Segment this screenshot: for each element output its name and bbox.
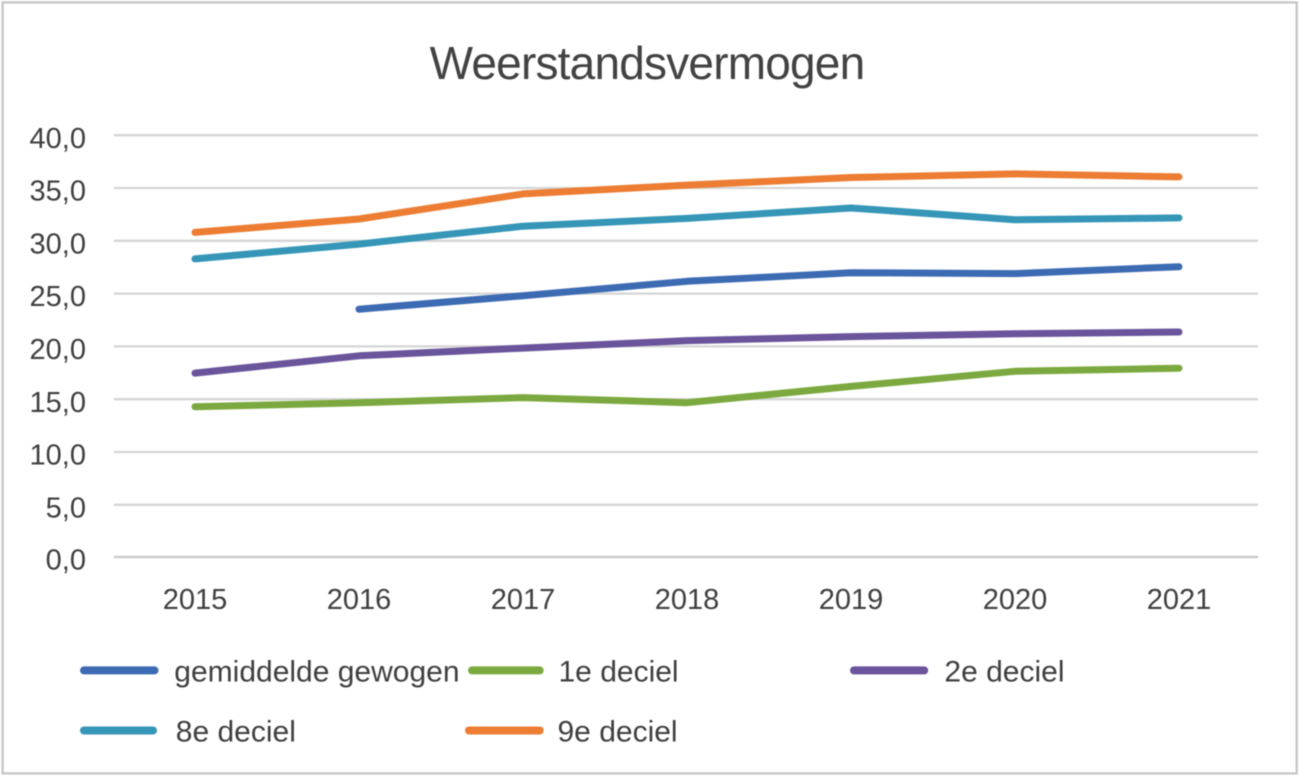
svg-text:0,0: 0,0 xyxy=(46,545,86,577)
svg-text:2e deciel: 2e deciel xyxy=(944,656,1064,689)
svg-text:2018: 2018 xyxy=(655,584,720,616)
svg-text:10,0: 10,0 xyxy=(30,440,86,472)
svg-text:2019: 2019 xyxy=(819,584,884,616)
svg-text:5,0: 5,0 xyxy=(46,492,86,524)
svg-text:gemiddelde gewogen: gemiddelde gewogen xyxy=(174,656,459,689)
svg-text:8e deciel: 8e deciel xyxy=(176,716,296,749)
svg-text:35,0: 35,0 xyxy=(30,176,86,208)
svg-text:Weerstandsvermogen: Weerstandsvermogen xyxy=(430,37,865,89)
svg-text:2015: 2015 xyxy=(163,584,228,616)
svg-text:2017: 2017 xyxy=(491,584,556,616)
svg-text:25,0: 25,0 xyxy=(30,281,86,313)
svg-text:9e deciel: 9e deciel xyxy=(558,716,678,749)
svg-text:30,0: 30,0 xyxy=(30,228,86,260)
svg-text:2021: 2021 xyxy=(1147,584,1212,616)
svg-text:40,0: 40,0 xyxy=(30,123,86,155)
svg-text:15,0: 15,0 xyxy=(30,387,86,419)
svg-text:2016: 2016 xyxy=(327,584,392,616)
svg-text:2020: 2020 xyxy=(983,584,1048,616)
svg-text:1e deciel: 1e deciel xyxy=(559,656,679,689)
svg-text:20,0: 20,0 xyxy=(30,334,86,366)
